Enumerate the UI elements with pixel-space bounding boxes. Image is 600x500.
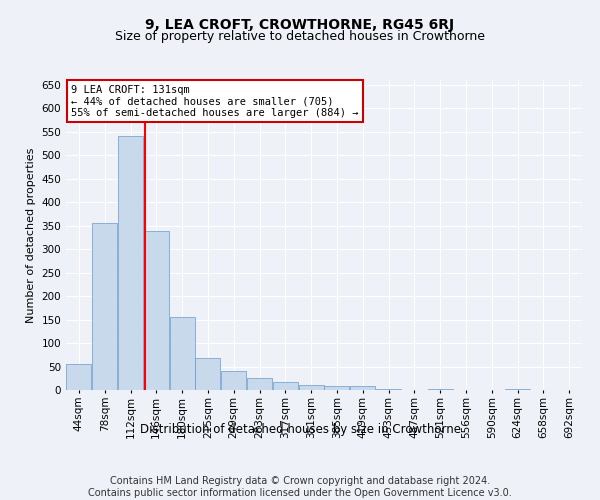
- Bar: [170, 317, 194, 390]
- Bar: [144, 231, 169, 390]
- Bar: [428, 389, 452, 390]
- Y-axis label: Number of detached properties: Number of detached properties: [26, 148, 36, 322]
- Bar: [247, 378, 272, 390]
- Bar: [221, 371, 246, 390]
- Bar: [325, 386, 349, 390]
- Bar: [376, 389, 401, 390]
- Text: 9 LEA CROFT: 131sqm
← 44% of detached houses are smaller (705)
55% of semi-detac: 9 LEA CROFT: 131sqm ← 44% of detached ho…: [71, 84, 359, 118]
- Bar: [118, 136, 143, 390]
- Bar: [505, 388, 530, 390]
- Text: Contains HM Land Registry data © Crown copyright and database right 2024.
Contai: Contains HM Land Registry data © Crown c…: [88, 476, 512, 498]
- Text: Distribution of detached houses by size in Crowthorne: Distribution of detached houses by size …: [139, 422, 461, 436]
- Bar: [196, 358, 220, 390]
- Text: Size of property relative to detached houses in Crowthorne: Size of property relative to detached ho…: [115, 30, 485, 43]
- Bar: [350, 386, 375, 390]
- Text: 9, LEA CROFT, CROWTHORNE, RG45 6RJ: 9, LEA CROFT, CROWTHORNE, RG45 6RJ: [145, 18, 455, 32]
- Bar: [299, 386, 323, 390]
- Bar: [273, 382, 298, 390]
- Bar: [67, 364, 91, 390]
- Bar: [92, 224, 117, 390]
